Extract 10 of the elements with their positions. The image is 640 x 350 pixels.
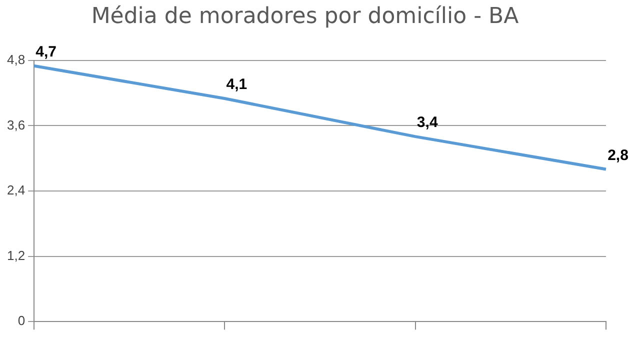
data-label: 4,1 xyxy=(226,76,248,94)
chart-title: Média de moradores por domicílio - BA xyxy=(91,4,519,29)
y-tick-label: 2,4 xyxy=(6,182,26,198)
data-label: 3,4 xyxy=(416,114,438,132)
y-tick-label: 1,2 xyxy=(6,248,26,263)
y-tick-label: 0 xyxy=(18,313,26,328)
y-tick-label: 4,8 xyxy=(6,52,26,67)
y-tick-label: 3,6 xyxy=(6,117,26,132)
data-label: 2,8 xyxy=(608,146,628,164)
data-label: 4,7 xyxy=(36,43,56,60)
